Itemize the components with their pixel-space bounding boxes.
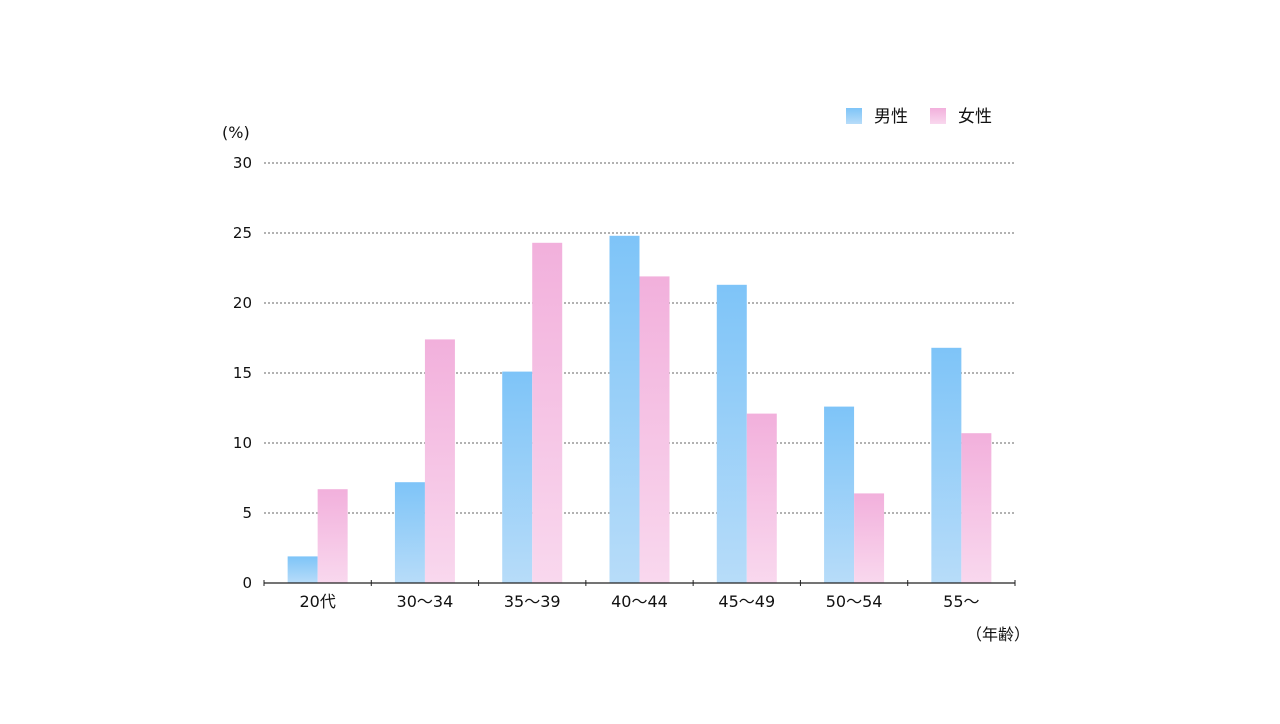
grid-layer — [264, 162, 1015, 514]
x-unit-label: （年齢） — [966, 625, 1030, 644]
y-tick-label: 5 — [242, 504, 252, 522]
x-tick-label: 20代 — [299, 592, 335, 611]
bar-male — [502, 371, 533, 583]
legend-label: 男性 — [874, 107, 908, 127]
x-tick-label: 30〜34 — [397, 592, 454, 611]
y-tick-label: 25 — [233, 224, 252, 242]
y-tick-label: 20 — [233, 294, 252, 312]
legend-swatch — [930, 108, 946, 124]
y-tick-label: 30 — [233, 154, 252, 172]
y-tick-label: 10 — [233, 434, 252, 452]
bar-male — [931, 347, 962, 583]
bar-female — [746, 413, 777, 583]
x-tick-label: 35〜39 — [504, 592, 561, 611]
bar-female — [532, 242, 563, 584]
bar-male — [716, 284, 747, 583]
y-tick-label: 15 — [233, 364, 252, 382]
bar-male — [609, 235, 640, 584]
bars-layer — [287, 235, 992, 584]
x-tick-label: 40〜44 — [611, 592, 668, 611]
axis-layer — [263, 580, 1016, 586]
bar-male — [394, 482, 425, 583]
bar-male — [287, 556, 318, 583]
legend-label: 女性 — [958, 107, 992, 127]
y-tick-label: 0 — [242, 574, 252, 592]
x-tick-label: 45〜49 — [718, 592, 775, 611]
bar-female — [317, 489, 348, 583]
labels-layer: (%) （年齢） 0 5 10 15 20 25 30 20代 30〜34 35〜39 40〜44 4… — [222, 123, 1030, 644]
bar-male — [824, 406, 855, 583]
bar-female — [639, 276, 670, 583]
bar-female — [854, 493, 885, 583]
legend: 男性 女性 — [846, 107, 992, 127]
x-tick-label: 50〜54 — [826, 592, 883, 611]
bar-female — [424, 339, 455, 583]
legend-swatch — [846, 108, 862, 124]
bar-female — [961, 433, 992, 583]
x-tick-label: 55〜 — [943, 592, 979, 611]
y-unit-label: (%) — [222, 123, 250, 142]
